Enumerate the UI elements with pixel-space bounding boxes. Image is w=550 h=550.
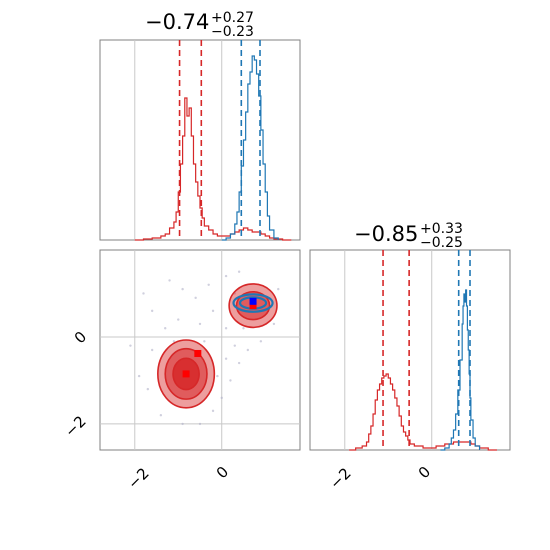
red-marker bbox=[182, 370, 190, 378]
param2-x-tick-label: −2 bbox=[326, 464, 354, 492]
scatter-point bbox=[137, 374, 141, 378]
blue-contour bbox=[232, 293, 274, 313]
scatter-point bbox=[146, 387, 150, 391]
scatter-point bbox=[168, 279, 171, 282]
scatter-point bbox=[242, 327, 245, 330]
param2-title-median: −0.85 bbox=[354, 222, 418, 246]
param1-marginal-frame bbox=[99, 39, 301, 241]
scatter-point bbox=[277, 287, 280, 291]
data-layer bbox=[129, 40, 497, 451]
scatter-point bbox=[181, 287, 184, 291]
blue-histogram bbox=[440, 289, 481, 451]
param2-x-tick-label: 0 bbox=[415, 463, 434, 482]
scatter-point bbox=[129, 344, 132, 347]
scatter-point bbox=[246, 348, 250, 352]
param2-title-plus: +0.33 bbox=[420, 221, 463, 237]
param1-title-minus: −0.23 bbox=[211, 24, 254, 40]
scatter-point bbox=[207, 283, 210, 286]
scatter-point bbox=[164, 327, 167, 330]
scatter-point bbox=[229, 379, 232, 382]
param2-marginal-frame bbox=[309, 249, 511, 451]
scatter-point bbox=[172, 340, 176, 343]
red-histogram bbox=[349, 373, 497, 451]
joint-y-tick-label: 0 bbox=[71, 328, 90, 347]
scatter-point bbox=[194, 296, 197, 300]
param2-title: −0.85 bbox=[354, 222, 418, 246]
scatter-point bbox=[198, 422, 202, 426]
scatter-point bbox=[224, 327, 228, 330]
scatter-point bbox=[211, 409, 215, 413]
scatter-point bbox=[237, 270, 241, 273]
joint-x-tick-label: −2 bbox=[124, 464, 152, 492]
grid-layer bbox=[100, 40, 433, 450]
param1-title-median: −0.74 bbox=[145, 10, 209, 34]
scatter-point bbox=[259, 340, 263, 343]
param2-title-minus: −0.25 bbox=[420, 235, 463, 251]
blue-marker bbox=[249, 297, 257, 305]
red-marker bbox=[194, 349, 202, 357]
scatter-point bbox=[177, 318, 180, 321]
scatter-point bbox=[237, 361, 241, 365]
joint-y-tick-label: −2 bbox=[61, 412, 89, 440]
param1-title: −0.74 bbox=[145, 10, 209, 34]
scatter-point bbox=[224, 357, 228, 360]
scatter-point bbox=[203, 340, 206, 343]
scatter-point bbox=[142, 292, 145, 295]
red-histogram bbox=[134, 97, 292, 241]
scatter-point bbox=[216, 374, 219, 378]
blue-histogram bbox=[221, 55, 279, 241]
scatter-point bbox=[272, 322, 276, 326]
scatter-point bbox=[159, 414, 163, 417]
scatter-point bbox=[150, 309, 154, 313]
red-marker bbox=[249, 302, 257, 310]
scatter-point bbox=[181, 422, 184, 426]
scatter-point bbox=[233, 344, 236, 347]
scatter-point bbox=[198, 322, 202, 326]
joint-x-tick-label: 0 bbox=[213, 463, 232, 482]
scatter-point bbox=[224, 274, 228, 278]
scatter-point bbox=[211, 309, 215, 313]
param1-title-plus: +0.27 bbox=[211, 10, 254, 26]
scatter-point bbox=[220, 396, 223, 400]
scatter-point bbox=[150, 348, 154, 352]
